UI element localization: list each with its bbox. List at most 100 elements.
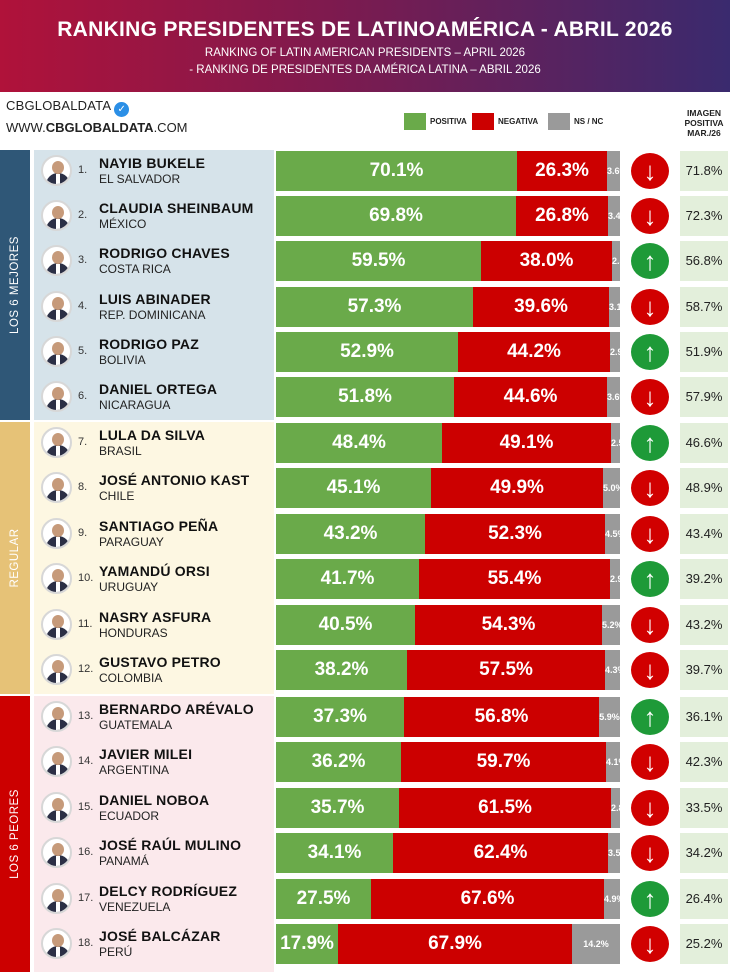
approval-bar: 27.5%67.6%4.9% (276, 879, 620, 919)
previous-positive-image: 58.7% (680, 287, 728, 327)
bar-positive: 52.9% (276, 332, 458, 372)
approval-bar: 36.2%59.7%4.1% (276, 742, 620, 782)
photo-head (52, 889, 64, 902)
photo-head (52, 934, 64, 947)
bar-positive: 37.3% (276, 697, 404, 737)
president-photo (41, 837, 72, 868)
president-name: NASRY ASFURA (99, 609, 212, 625)
previous-positive-image: 33.5% (680, 788, 728, 828)
section-background-worst (34, 696, 274, 972)
trend-down-icon: ↓ (631, 153, 669, 189)
president-photo (41, 245, 72, 276)
bar-positive: 48.4% (276, 423, 442, 463)
rank-number: 5. (78, 345, 88, 357)
rank-number: 12. (78, 663, 94, 675)
photo-head (52, 524, 64, 537)
country-name: URUGUAY (99, 580, 159, 594)
president-photo (41, 609, 72, 640)
president-photo (41, 155, 72, 186)
approval-bar: 41.7%55.4%2.9% (276, 559, 620, 599)
president-photo (41, 336, 72, 367)
photo-head (52, 478, 64, 491)
country-name: MÉXICO (99, 217, 147, 231)
approval-bar: 34.1%62.4%3.5% (276, 833, 620, 873)
approval-bar: 52.9%44.2%2.9% (276, 332, 620, 372)
previous-positive-image: 71.8% (680, 151, 728, 191)
website-link[interactable]: WWW.CBGLOBALDATA.COM (6, 120, 188, 135)
legend-label-positive: POSITIVA (430, 117, 467, 126)
section-background-best (34, 150, 274, 420)
trend-down-icon: ↓ (631, 835, 669, 871)
rank-number: 17. (78, 892, 94, 904)
rank-number: 13. (78, 710, 94, 722)
photo-shirt (56, 902, 60, 912)
bar-nsnc: 3.5% (608, 833, 620, 873)
bar-negative: 61.5% (399, 788, 611, 828)
photo-head (52, 707, 64, 720)
country-name: CHILE (99, 489, 135, 503)
photo-head (52, 297, 64, 310)
legend-swatch-negative (472, 113, 494, 130)
photo-shirt (56, 491, 60, 501)
bar-negative: 55.4% (419, 559, 610, 599)
president-photo (41, 883, 72, 914)
trend-down-icon: ↓ (631, 198, 669, 234)
president-photo (41, 200, 72, 231)
previous-positive-image: 26.4% (680, 879, 728, 919)
bar-negative: 57.5% (407, 650, 605, 690)
country-name: PERÚ (99, 945, 133, 959)
photo-shirt (56, 628, 60, 638)
president-name: DANIEL ORTEGA (99, 381, 218, 397)
country-name: VENEZUELA (99, 900, 171, 914)
approval-bar: 17.9% 67.9% 14.2% (276, 924, 620, 964)
previous-positive-image: 56.8% (680, 241, 728, 281)
bar-nsnc: 5.0% (603, 468, 620, 508)
approval-bar: 51.8%44.6%3.6% (276, 377, 620, 417)
legend-swatch-nsnc (548, 113, 570, 130)
president-name: YAMANDÚ ORSI (99, 563, 210, 579)
brand-name: CBGLOBALDATA ✓ (6, 98, 130, 117)
bar-nsnc: 2.9% (610, 332, 620, 372)
bar-positive: 34.1% (276, 833, 393, 873)
approval-bar: 59.5%38.0%2.5% (276, 241, 620, 281)
previous-positive-image: 43.4% (680, 514, 728, 554)
president-name: LUIS ABINADER (99, 291, 211, 307)
president-photo (41, 701, 72, 732)
approval-bar: 45.1%49.9%5.0% (276, 468, 620, 508)
bar-positive: 45.1% (276, 468, 431, 508)
photo-head (52, 433, 64, 446)
photo-head (52, 387, 64, 400)
country-name: BOLIVIA (99, 353, 146, 367)
photo-head (52, 342, 64, 355)
country-name: ARGENTINA (99, 763, 170, 777)
president-row: 17. DELCY RODRÍGUEZ VENEZUELA 27.5% 67.6% 4.9… (0, 878, 730, 920)
photo-head (52, 843, 64, 856)
bar-nsnc: 2.8% (611, 788, 620, 828)
rank-number: 18. (78, 937, 94, 949)
country-name: GUATEMALA (99, 718, 173, 732)
trend-up-icon: ↑ (631, 881, 669, 917)
president-row: 4. LUIS ABINADER REP. DOMINICANA 57.3% 39.6%… (0, 286, 730, 328)
bar-negative: 39.6% (473, 287, 609, 327)
approval-bar: 43.2%52.3%4.5% (276, 514, 620, 554)
rank-number: 10. (78, 572, 94, 584)
president-photo (41, 792, 72, 823)
president-photo (41, 563, 72, 594)
bar-negative: 44.6% (454, 377, 607, 417)
previous-positive-image: 51.9% (680, 332, 728, 372)
photo-shirt (56, 446, 60, 456)
bar-nsnc: 3.6% (607, 377, 620, 417)
approval-bar: 38.2%57.5%4.3% (276, 650, 620, 690)
bar-positive: 40.5% (276, 605, 415, 645)
approval-bar: 48.4%49.1%2.5% (276, 423, 620, 463)
photo-shirt (56, 947, 60, 957)
bar-nsnc: 3.6% (607, 151, 620, 191)
previous-positive-image: 57.9% (680, 377, 728, 417)
